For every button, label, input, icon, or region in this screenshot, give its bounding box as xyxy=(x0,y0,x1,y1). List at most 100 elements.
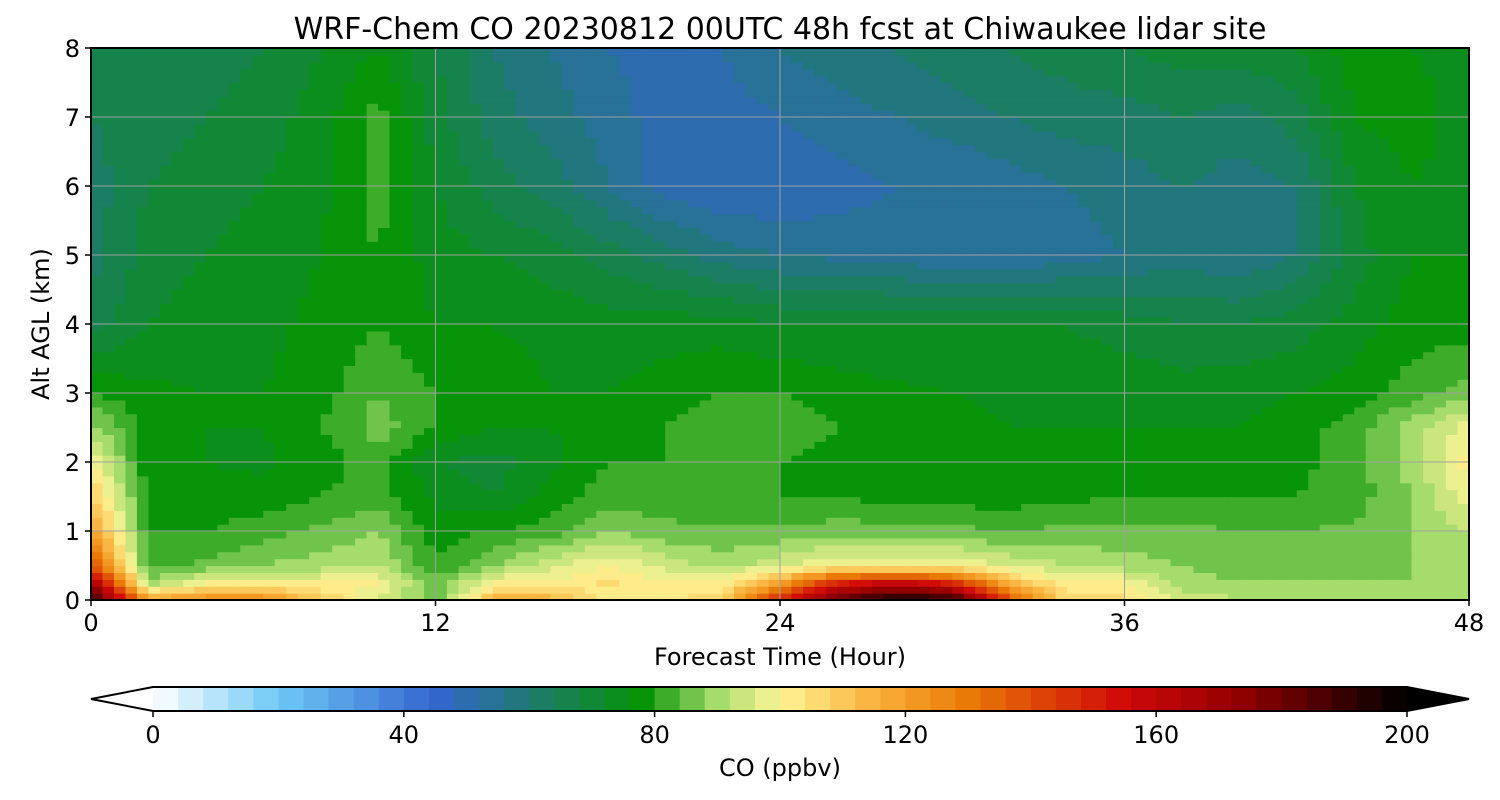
heatmap-cell xyxy=(780,386,793,394)
heatmap-cell xyxy=(630,406,643,415)
heatmap-cell xyxy=(630,358,643,366)
heatmap-cell xyxy=(1377,510,1390,518)
heatmap-cell xyxy=(355,441,368,449)
heatmap-cell xyxy=(125,379,138,387)
heatmap-cell xyxy=(527,572,540,580)
heatmap-cell xyxy=(481,489,494,498)
heatmap-cell xyxy=(699,496,712,504)
heatmap-cell xyxy=(711,586,724,594)
heatmap-cell xyxy=(929,420,942,429)
heatmap-cell xyxy=(1204,434,1217,442)
heatmap-cell xyxy=(768,337,781,346)
heatmap-cell xyxy=(584,365,597,373)
heatmap-cell xyxy=(297,386,310,394)
heatmap-cell xyxy=(596,324,609,332)
heatmap-cell xyxy=(1239,593,1252,600)
heatmap-cell xyxy=(1331,330,1344,339)
heatmap-cell xyxy=(412,344,425,353)
heatmap-cell xyxy=(159,517,172,525)
heatmap-cell xyxy=(435,572,448,580)
heatmap-cell xyxy=(309,399,322,408)
heatmap-cell xyxy=(837,448,850,456)
heatmap-cell xyxy=(906,393,919,401)
heatmap-cell xyxy=(676,462,689,470)
heatmap-cell xyxy=(113,310,127,318)
heatmap-cell xyxy=(159,482,172,491)
heatmap-cell xyxy=(1319,448,1332,456)
heatmap-cell xyxy=(228,455,241,463)
heatmap-cell xyxy=(1250,537,1263,546)
heatmap-cell xyxy=(1147,489,1160,498)
heatmap-cell xyxy=(1135,593,1149,600)
heatmap-cell xyxy=(1308,441,1321,449)
heatmap-cell xyxy=(492,358,505,366)
heatmap-cell xyxy=(906,365,919,373)
heatmap-cell xyxy=(998,510,1011,518)
heatmap-cell xyxy=(1067,531,1080,539)
heatmap-cell xyxy=(251,468,264,477)
heatmap-cell xyxy=(194,365,207,373)
heatmap-cell xyxy=(929,393,942,401)
heatmap-cell xyxy=(722,496,735,504)
heatmap-cell xyxy=(952,434,965,442)
heatmap-cell xyxy=(1308,427,1321,435)
heatmap-cell xyxy=(768,565,781,573)
heatmap-cell xyxy=(1423,531,1436,539)
heatmap-cell xyxy=(1365,427,1378,435)
heatmap-cell xyxy=(1365,379,1378,387)
heatmap-cell xyxy=(802,310,816,318)
heatmap-cell xyxy=(366,531,379,539)
heatmap-cell xyxy=(1411,586,1424,594)
heatmap-cell xyxy=(550,330,563,339)
heatmap-cell xyxy=(630,344,643,353)
heatmap-cell xyxy=(676,427,689,435)
heatmap-cell xyxy=(619,544,632,553)
heatmap-cell xyxy=(1147,455,1160,463)
heatmap-cell xyxy=(1227,344,1240,353)
heatmap-cell xyxy=(194,379,207,387)
heatmap-cell xyxy=(1400,337,1413,346)
heatmap-cell xyxy=(1446,468,1459,477)
heatmap-cell xyxy=(113,413,127,422)
heatmap-cell xyxy=(1044,448,1057,456)
heatmap-cell xyxy=(492,544,505,553)
heatmap-cell xyxy=(630,496,643,504)
heatmap-cell xyxy=(355,351,368,360)
heatmap-cell xyxy=(1067,475,1080,484)
heatmap-cell xyxy=(1296,579,1309,587)
heatmap-cell xyxy=(435,537,448,546)
heatmap-cell xyxy=(1411,372,1424,380)
heatmap-cell xyxy=(125,544,138,553)
heatmap-cell xyxy=(871,558,884,567)
heatmap-cell xyxy=(940,489,953,498)
heatmap-cell xyxy=(504,427,517,435)
heatmap-cell xyxy=(320,558,333,567)
heatmap-cell xyxy=(1239,572,1252,580)
heatmap-cell xyxy=(355,558,368,567)
heatmap-cell xyxy=(527,579,540,587)
heatmap-cell xyxy=(263,579,276,587)
heatmap-cell xyxy=(469,386,483,394)
heatmap-cell xyxy=(251,406,264,415)
heatmap-cell xyxy=(1067,586,1080,594)
heatmap-cell xyxy=(412,324,425,332)
heatmap-cell xyxy=(446,344,460,353)
heatmap-cell xyxy=(1181,427,1194,435)
heatmap-cell xyxy=(389,496,402,504)
heatmap-cell xyxy=(309,544,322,553)
heatmap-cell xyxy=(240,510,253,518)
heatmap-cell xyxy=(550,593,563,600)
heatmap-cell xyxy=(378,468,391,477)
heatmap-cell xyxy=(182,468,195,477)
heatmap-cell xyxy=(883,344,896,353)
heatmap-cell xyxy=(435,365,448,373)
heatmap-cell xyxy=(102,544,115,553)
heatmap-cell xyxy=(665,324,678,332)
heatmap-cell xyxy=(159,434,172,442)
heatmap-cell xyxy=(1423,351,1436,360)
heatmap-cell xyxy=(148,475,161,484)
heatmap-cell xyxy=(424,358,437,366)
heatmap-cell xyxy=(825,468,839,477)
heatmap-cell xyxy=(757,537,770,546)
heatmap-cell xyxy=(653,503,666,511)
